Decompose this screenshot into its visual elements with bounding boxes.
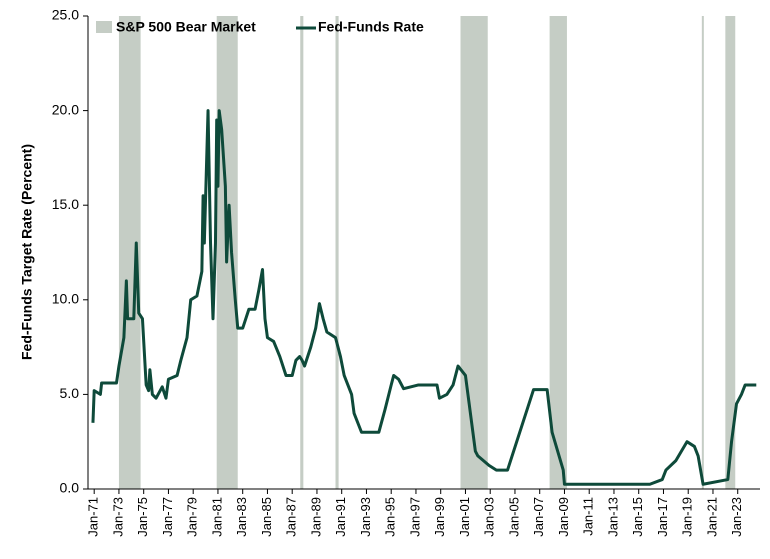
x-tick-label: Jan-83 [234, 497, 249, 537]
bear-market-band [335, 16, 339, 489]
x-tick-label: Jan-97 [407, 497, 422, 537]
legend-swatch [96, 21, 112, 33]
x-tick-label: Jan-79 [185, 497, 200, 537]
x-tick-label: Jan-01 [457, 497, 472, 537]
bear-market-band [701, 16, 704, 489]
y-axis-label: Fed-Funds Target Rate (Percent) [19, 144, 35, 360]
x-tick-label: Jan-05 [506, 497, 521, 537]
x-tick-label: Jan-81 [209, 497, 224, 537]
x-tick-label: Jan-17 [655, 497, 670, 537]
x-tick-label: Jan-93 [358, 497, 373, 537]
bear-market-band [460, 16, 488, 489]
x-tick-label: Jan-87 [284, 497, 299, 537]
x-tick-label: Jan-89 [308, 497, 323, 537]
legend-label: Fed-Funds Rate [318, 19, 424, 35]
bear-market-band [549, 16, 567, 489]
x-tick-label: Jan-75 [135, 497, 150, 537]
x-tick-label: Jan-71 [86, 497, 101, 537]
bear-market-band [300, 16, 304, 489]
rate-line [91, 109, 757, 486]
x-tick-label: Jan-11 [581, 497, 596, 536]
x-tick-label: Jan-73 [110, 497, 125, 537]
x-tick-label: Jan-99 [432, 497, 447, 537]
x-tick-label: Jan-19 [680, 497, 695, 537]
y-tick-label: 0.0 [60, 480, 80, 496]
x-tick-label: Jan-95 [383, 497, 398, 537]
x-tick-label: Jan-21 [704, 497, 719, 537]
x-tick-label: Jan-09 [556, 497, 571, 537]
x-tick-label: Jan-13 [605, 497, 620, 537]
x-tick-label: Jan-23 [729, 497, 744, 537]
x-tick-label: Jan-15 [630, 497, 645, 537]
legend-label: S&P 500 Bear Market [116, 19, 256, 35]
y-tick-label: 5.0 [60, 385, 80, 401]
x-tick-label: Jan-85 [259, 497, 274, 537]
x-tick-label: Jan-77 [160, 497, 175, 537]
y-tick-label: 15.0 [52, 196, 79, 212]
y-tick-label: 20.0 [52, 101, 79, 117]
bear-market-band [725, 16, 736, 489]
x-tick-label: Jan-07 [531, 497, 546, 537]
x-tick-label: Jan-91 [333, 497, 348, 537]
bear-market-band [118, 16, 141, 489]
x-tick-label: Jan-03 [482, 497, 497, 537]
y-tick-label: 10.0 [52, 291, 79, 307]
y-tick-label: 25.0 [52, 7, 79, 23]
